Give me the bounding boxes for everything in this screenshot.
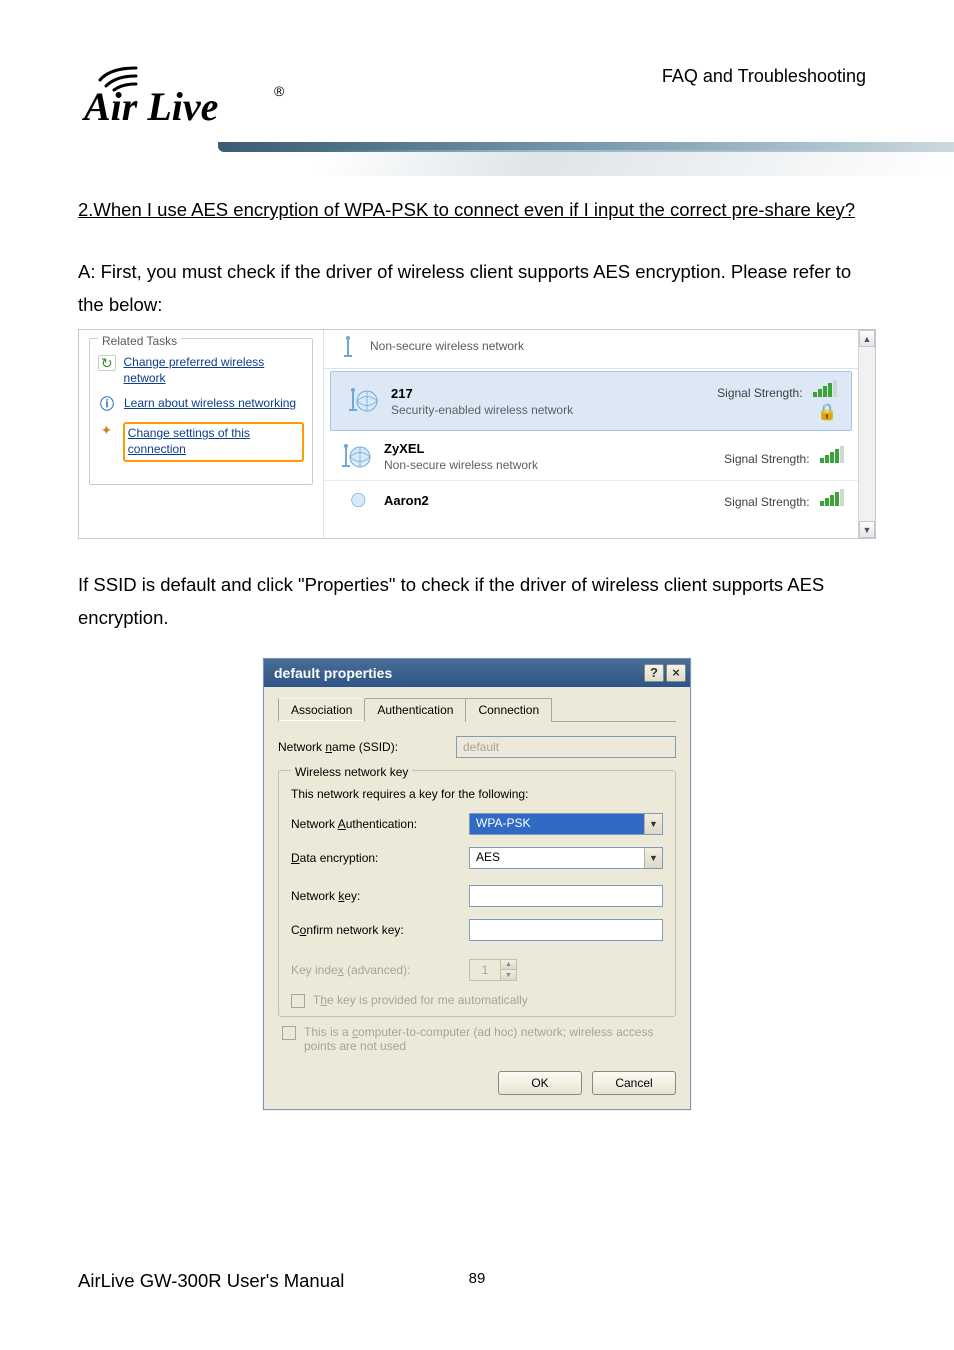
- scrollbar[interactable]: ▲ ▼: [858, 330, 875, 538]
- close-button[interactable]: ×: [666, 664, 686, 682]
- info-icon: ⓘ: [98, 396, 116, 412]
- signal-strength-label: Signal Strength:: [717, 386, 802, 400]
- wifi-top-prev-item: Non-secure wireless network: [324, 330, 858, 369]
- wifi-item-desc: Security-enabled wireless network: [391, 403, 705, 417]
- key-required-text: This network requires a key for the foll…: [291, 787, 663, 801]
- wireless-panel: Related Tasks ↻ Change preferred wireles…: [78, 329, 876, 539]
- dropdown-arrow-icon[interactable]: ▼: [644, 814, 662, 834]
- header-shadow: [312, 150, 954, 176]
- tabs: Association Authentication Connection: [278, 697, 676, 722]
- faq-question: 2.When I use AES encryption of WPA-PSK t…: [78, 194, 876, 226]
- network-icon: [345, 386, 379, 416]
- properties-dialog: default properties ? × Association Authe…: [263, 658, 691, 1110]
- tab-association[interactable]: Association: [278, 698, 365, 722]
- footer-page-number: 89: [469, 1270, 486, 1287]
- encryption-label: Data encryption:: [291, 851, 461, 865]
- signal-bars-icon: [813, 380, 837, 397]
- wifi-item-desc: Non-secure wireless network: [384, 458, 712, 472]
- adhoc-checkbox-row: This is a computer-to-computer (ad hoc) …: [278, 1025, 676, 1053]
- network-key-input[interactable]: [469, 885, 663, 907]
- auto-key-label: The key is provided for me automatically: [313, 993, 528, 1007]
- airlive-logo: Air Live ®: [78, 60, 298, 132]
- auth-label: Network Authentication:: [291, 817, 461, 831]
- confirm-key-input[interactable]: [469, 919, 663, 941]
- spin-down-icon: ▼: [501, 970, 516, 980]
- scroll-track[interactable]: [859, 347, 875, 521]
- lock-icon: 🔒: [817, 404, 837, 421]
- faq-answer-intro: A: First, you must check if the driver o…: [78, 256, 876, 321]
- page-footer: AirLive GW-300R User's Manual 89: [78, 1270, 876, 1292]
- ssid-label: Network name (SSID):: [278, 740, 448, 754]
- auto-key-checkbox-row: The key is provided for me automatically: [291, 993, 663, 1008]
- network-icon: [338, 442, 372, 472]
- signal-strength-label: Signal Strength:: [724, 452, 809, 466]
- key-index-spinner: 1 ▲▼: [469, 959, 517, 981]
- wireless-key-fieldset: Wireless network key This network requir…: [278, 770, 676, 1017]
- help-button[interactable]: ?: [644, 664, 664, 682]
- mid-paragraph: If SSID is default and click "Properties…: [78, 569, 876, 634]
- tab-connection[interactable]: Connection: [465, 698, 552, 722]
- svg-text:®: ®: [274, 83, 285, 99]
- adhoc-checkbox: [282, 1026, 296, 1040]
- task-change-preferred[interactable]: ↻ Change preferred wireless network: [98, 355, 304, 386]
- tab-authentication[interactable]: Authentication: [364, 698, 466, 722]
- auth-select-value: WPA-PSK: [470, 814, 644, 834]
- network-key-label: Network key:: [291, 889, 461, 903]
- related-tasks-legend: Related Tasks: [98, 334, 181, 348]
- antenna-icon: [338, 334, 358, 358]
- signal-bars-icon: [820, 446, 844, 463]
- wifi-item-zyxel[interactable]: ZyXEL Non-secure wireless network Signal…: [324, 433, 858, 481]
- dropdown-arrow-icon[interactable]: ▼: [644, 848, 662, 868]
- related-tasks-pane: Related Tasks ↻ Change preferred wireles…: [79, 330, 324, 538]
- cancel-button[interactable]: Cancel: [592, 1071, 676, 1095]
- signal-strength-label: Signal Strength:: [724, 495, 809, 509]
- wifi-item-name: Aaron2: [384, 493, 712, 508]
- ssid-input: [456, 736, 676, 758]
- auto-key-checkbox: [291, 994, 305, 1008]
- confirm-key-label: Confirm network key:: [291, 923, 461, 937]
- header-section-label: FAQ and Troubleshooting: [662, 66, 866, 87]
- spin-up-icon: ▲: [501, 960, 516, 971]
- key-index-label: Key index (advanced):: [291, 963, 461, 977]
- ok-button[interactable]: OK: [498, 1071, 582, 1095]
- dialog-title-text: default properties: [274, 665, 392, 681]
- adhoc-label: This is a computer-to-computer (ad hoc) …: [304, 1025, 672, 1053]
- scroll-up-button[interactable]: ▲: [859, 330, 875, 347]
- dialog-titlebar: default properties ? ×: [264, 659, 690, 687]
- task-learn-wireless[interactable]: ⓘ Learn about wireless networking: [98, 396, 304, 412]
- settings-icon: ✦: [98, 422, 115, 438]
- wifi-item-217[interactable]: 217 Security-enabled wireless network Si…: [330, 371, 852, 431]
- footer-manual-name: AirLive GW-300R User's Manual: [78, 1270, 344, 1292]
- wifi-item-aaron2[interactable]: Aaron2 Signal Strength:: [324, 481, 858, 519]
- network-icon: [338, 490, 372, 510]
- wifi-item-name: ZyXEL: [384, 441, 712, 456]
- auth-select[interactable]: WPA-PSK ▼: [469, 813, 663, 835]
- wifi-item-name: 217: [391, 386, 705, 401]
- refresh-icon: ↻: [98, 355, 116, 371]
- task-change-settings[interactable]: ✦ Change settings of this connection: [98, 422, 304, 461]
- svg-text:Air Live: Air Live: [81, 84, 218, 129]
- encryption-select-value: AES: [470, 848, 644, 868]
- wireless-key-legend: Wireless network key: [291, 765, 412, 779]
- signal-bars-icon: [820, 489, 844, 506]
- encryption-select[interactable]: AES ▼: [469, 847, 663, 869]
- scroll-down-button[interactable]: ▼: [859, 521, 875, 538]
